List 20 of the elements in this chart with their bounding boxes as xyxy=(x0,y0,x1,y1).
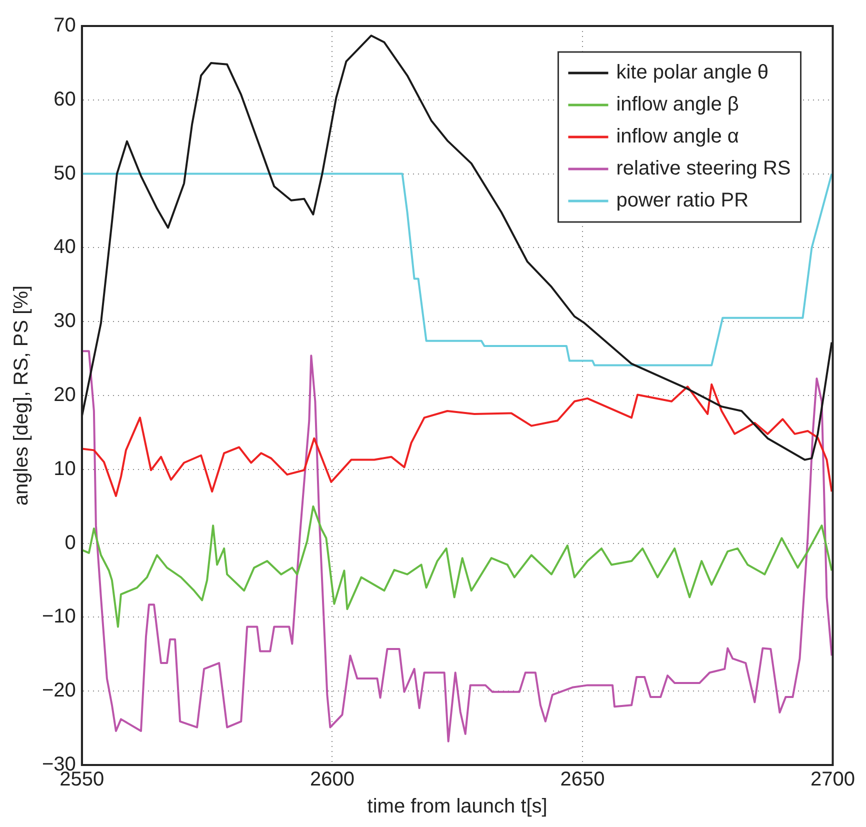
y-axis-title: angles [deg], RS, PS [%] xyxy=(10,285,33,506)
legend-label: kite polar angle θ xyxy=(616,62,769,84)
y-tick-label: 50 xyxy=(54,162,76,184)
y-tick-label: 70 xyxy=(54,14,76,37)
x-tick-label: 2650 xyxy=(560,768,605,791)
y-tick-label: 0 xyxy=(64,532,76,554)
y-tick-label: 30 xyxy=(54,310,76,332)
legend-label: power ratio PR xyxy=(616,190,749,212)
legend-label: inflow angle α xyxy=(616,126,739,148)
y-tick-label: 40 xyxy=(54,236,76,258)
y-tick-label: −20 xyxy=(42,680,76,702)
y-tick-label: 20 xyxy=(54,384,76,406)
y-tick-label: 60 xyxy=(54,88,76,110)
legend-label: inflow angle β xyxy=(616,94,739,116)
legend-label: relative steering RS xyxy=(616,158,791,180)
x-tick-label: 2600 xyxy=(310,768,354,791)
y-tick-label: −10 xyxy=(42,606,76,628)
x-axis-title: time from launch t[s] xyxy=(367,796,548,818)
x-tick-label: 2700 xyxy=(810,768,856,791)
y-tick-label: 10 xyxy=(54,458,76,480)
